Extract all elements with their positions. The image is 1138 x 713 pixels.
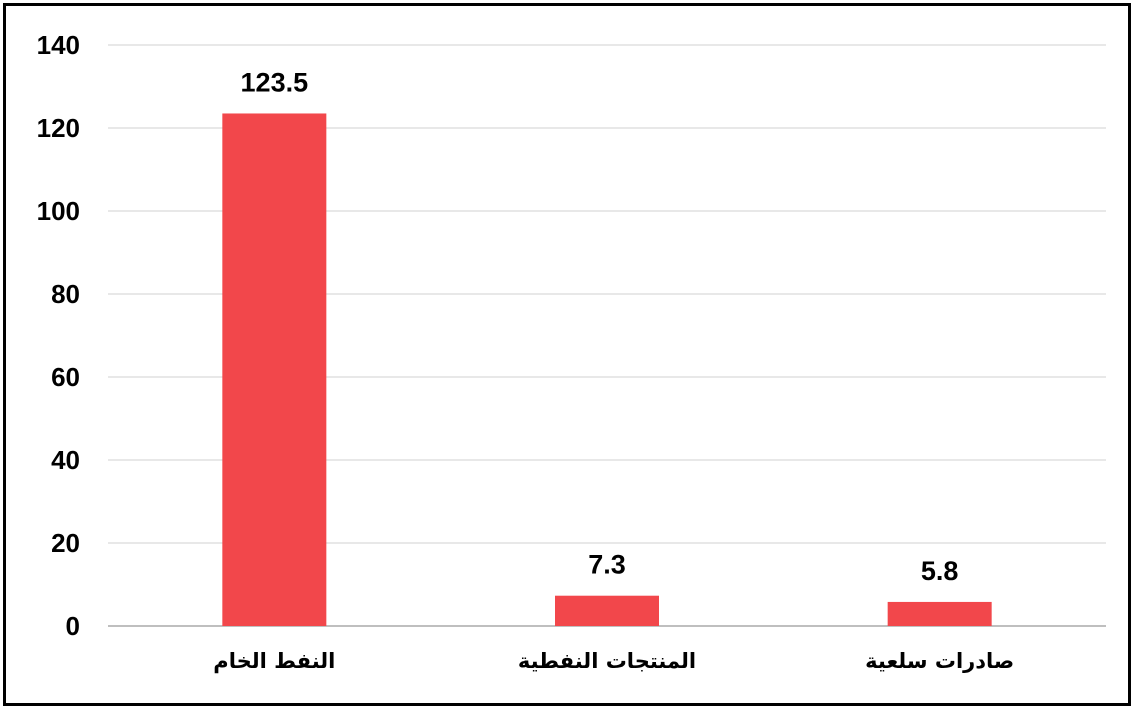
- bar: [222, 113, 327, 627]
- x-tick-label: المنتجات النفطية: [518, 649, 696, 673]
- y-tick-label: 40: [51, 445, 80, 475]
- y-tick-label: 60: [51, 362, 80, 392]
- y-tick-label: 80: [51, 279, 80, 309]
- y-tick-label: 140: [37, 30, 80, 60]
- y-tick-label: 100: [37, 196, 80, 226]
- x-axis: النفط الخام المنتجات النفطية صادرات سلعية: [213, 649, 1014, 673]
- data-label: 7.3: [588, 550, 626, 580]
- x-tick-label: النفط الخام: [213, 649, 335, 673]
- y-tick-label: 120: [37, 113, 80, 143]
- bars: [222, 113, 992, 627]
- y-axis: 0 20 40 60 80 100 120 140: [37, 30, 80, 641]
- y-tick-label: 0: [66, 611, 80, 641]
- y-tick-label: 20: [51, 528, 80, 558]
- x-tick-label: صادرات سلعية: [865, 649, 1014, 673]
- data-label: 5.8: [921, 556, 959, 586]
- chart-frame: [3, 3, 1131, 706]
- bar: [555, 595, 659, 626]
- bar: [887, 601, 992, 626]
- data-labels: 123.5 7.3 5.8: [241, 67, 959, 585]
- data-label: 123.5: [241, 67, 309, 97]
